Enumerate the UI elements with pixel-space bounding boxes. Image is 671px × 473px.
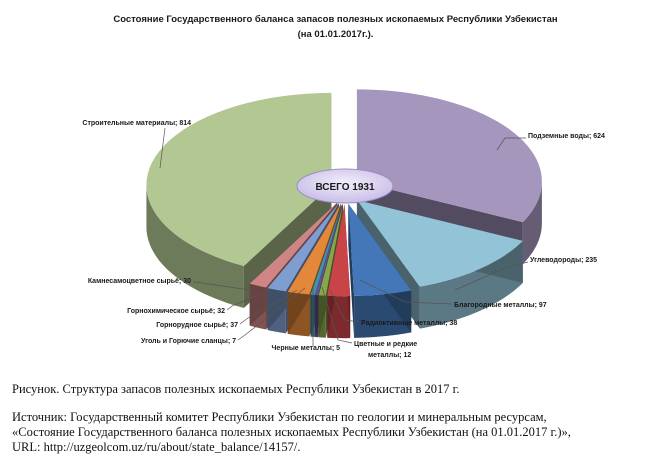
- source-line-3: URL: http://uzgeolcom.uz/ru/about/state_…: [12, 440, 301, 454]
- data-label: Благородные металлы; 97: [454, 302, 547, 309]
- total-badge: ВСЕГО 1931: [296, 168, 394, 204]
- data-label: Цветные и редкие: [354, 341, 417, 348]
- leader-line: [496, 137, 526, 151]
- figure-caption: Рисунок. Структура запасов полезных иско…: [12, 382, 460, 396]
- total-label: ВСЕГО 1931: [315, 182, 375, 193]
- data-label: Горнорудное сырьё; 37: [156, 322, 238, 329]
- data-label: Горнохимическое сырьё; 32: [127, 308, 225, 315]
- leader-line: [321, 286, 353, 344]
- chart-title-line2: (на 01.01.2017г.).: [297, 29, 374, 40]
- chart-title-line1: Состояние Государственного баланса запас…: [113, 14, 558, 25]
- data-label: Радиоктивные металлы; 38: [361, 320, 457, 327]
- data-label: Уголь и Горючие сланцы; 7: [141, 338, 236, 345]
- data-labels: Подземные воды; 624 Углеводороды; 235 Благ…: [82, 120, 605, 359]
- data-label: Камнесамоцветное сырьё; 30: [88, 278, 191, 285]
- leader-line: [454, 261, 529, 291]
- leader-lines: [159, 127, 529, 346]
- pie-slices: [146, 89, 542, 339]
- pie-slice: [327, 204, 351, 339]
- leader-line: [226, 289, 271, 311]
- leader-line: [159, 127, 166, 169]
- data-label-line2: металлы; 12: [368, 352, 411, 359]
- source-line-1: Источник: Государственный комитет Респуб…: [12, 410, 547, 424]
- leader-line: [359, 279, 453, 305]
- source-note: Источник: Государственный комитет Респуб…: [12, 410, 667, 455]
- pie-slice: [348, 203, 412, 338]
- leader-line: [329, 289, 360, 323]
- data-label: Подземные воды; 624: [528, 133, 605, 140]
- source-line-2: «Состояние Государственного баланса поле…: [12, 425, 571, 439]
- leader-line: [193, 281, 251, 291]
- data-label: Черные металлы; 5: [272, 345, 341, 352]
- pie-chart: Подземные воды; 624 Углеводороды; 235 Благ…: [82, 89, 605, 359]
- leader-line: [239, 289, 298, 325]
- chart-title: Состояние Государственного баланса запас…: [0, 12, 671, 42]
- data-label: Строительные материалы; 814: [82, 120, 191, 127]
- data-label: Углеводороды; 235: [530, 257, 597, 264]
- leader-line: [237, 287, 306, 341]
